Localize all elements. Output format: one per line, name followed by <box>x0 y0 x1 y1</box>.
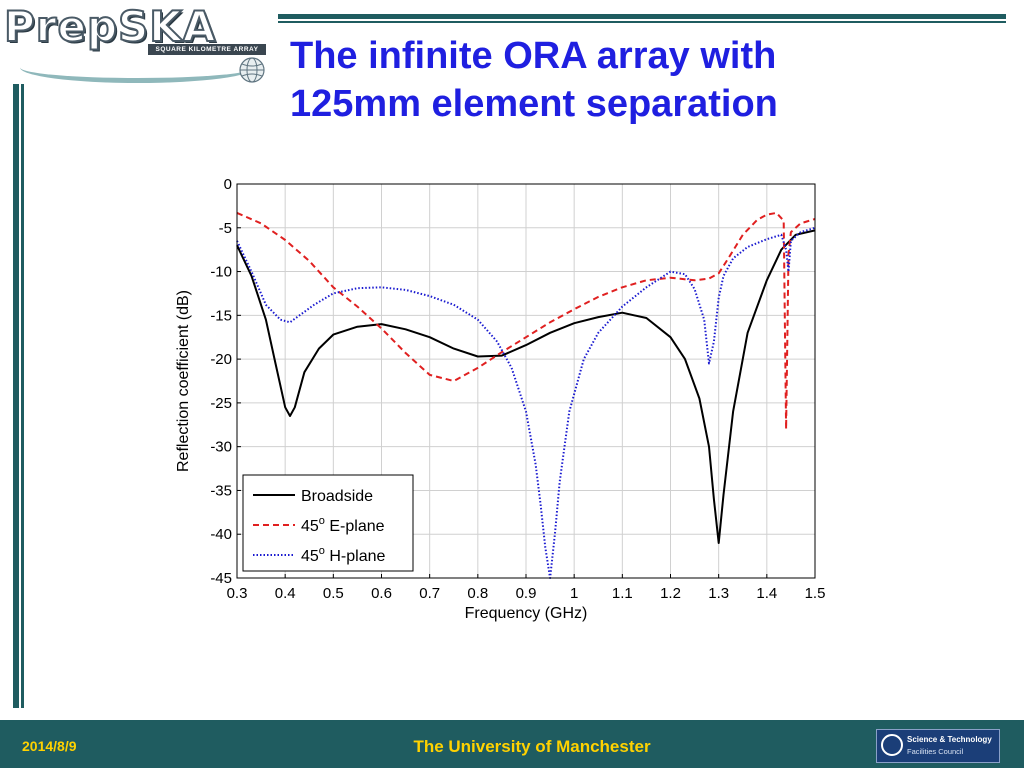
left-accent-bar <box>13 84 19 708</box>
x-tick-label: 1.2 <box>660 585 681 602</box>
stfc-subtitle: Facilities Council <box>907 747 964 756</box>
y-tick-label: 0 <box>224 176 232 193</box>
reflection-coefficient-chart: 0.3 0.4 0.5 0.6 0.7 0.8 0.9 1 1.1 1.2 1.3 1.4 1.5 0 -5… <box>175 176 825 622</box>
logo-swoosh <box>20 52 255 83</box>
header-rule <box>278 14 1006 19</box>
x-tick-label: 0.5 <box>323 585 344 602</box>
footer-institution: The University of Manchester <box>413 737 651 756</box>
x-tick-label: 0.7 <box>419 585 440 602</box>
y-axis-label: Reflection coefficient (dB) <box>175 290 192 472</box>
prepska-logo: PrepSKA SQUARE KILOMETRE ARRAY <box>0 0 275 85</box>
series-line-2 <box>236 226 816 579</box>
left-accent-bar-thin <box>21 84 24 708</box>
x-tick-label: 0.9 <box>516 585 537 602</box>
y-tick-label: -35 <box>210 482 232 499</box>
stfc-emblem-icon <box>881 734 903 756</box>
y-tick-label: -30 <box>210 439 232 456</box>
footer-date: 2014/8/9 <box>22 738 77 754</box>
x-tick-label: 1 <box>570 585 578 602</box>
y-tick-label: -20 <box>210 351 232 368</box>
x-tick-label: 0.8 <box>467 585 488 602</box>
logo-subtitle: SQUARE KILOMETRE ARRAY <box>148 44 266 55</box>
chart-legend: Broadside 45o E-plane 45o H-plane <box>242 474 414 572</box>
series-line-1 <box>236 211 816 431</box>
series-line-0 <box>236 229 816 544</box>
logo-wordmark: PrepSKA <box>3 1 217 52</box>
x-tick-label: 1.4 <box>756 585 777 602</box>
x-tick-label: 1.1 <box>612 585 633 602</box>
stfc-name: Science & Technology <box>907 735 992 744</box>
y-tick-label: -15 <box>210 307 232 324</box>
y-tick-label: -40 <box>210 526 232 543</box>
y-tick-label: -25 <box>210 395 232 412</box>
slide-title-line1: The infinite ORA array with <box>290 35 777 77</box>
globe-icon <box>239 57 265 83</box>
chart-ticks: 0.3 0.4 0.5 0.6 0.7 0.8 0.9 1 1.1 1.2 1.3 1.4 1.5 0 -5… <box>210 176 825 602</box>
x-tick-label: 1.5 <box>805 585 826 602</box>
x-tick-label: 0.3 <box>227 585 248 602</box>
slide-title: The infinite ORA array with 125mm elemen… <box>290 32 930 128</box>
header-rule-thin <box>278 21 1006 23</box>
y-tick-label: -45 <box>210 570 232 587</box>
legend-entry-2: 45o H-plane <box>301 545 386 565</box>
x-tick-label: 0.6 <box>371 585 392 602</box>
y-tick-label: -10 <box>210 264 232 281</box>
chart-series <box>236 211 816 579</box>
y-tick-label: -5 <box>219 220 232 237</box>
legend-entry-1: 45o E-plane <box>301 515 385 535</box>
slide-title-line2: 125mm element separation <box>290 83 778 125</box>
footer-bar: 2014/8/9 The University of Manchester Sc… <box>0 720 1024 768</box>
x-tick-label: 0.4 <box>275 585 296 602</box>
x-axis-label: Frequency (GHz) <box>465 605 588 622</box>
stfc-logo: Science & Technology Facilities Council <box>876 729 1000 763</box>
legend-entry-0: Broadside <box>301 488 373 505</box>
x-tick-label: 1.3 <box>708 585 729 602</box>
